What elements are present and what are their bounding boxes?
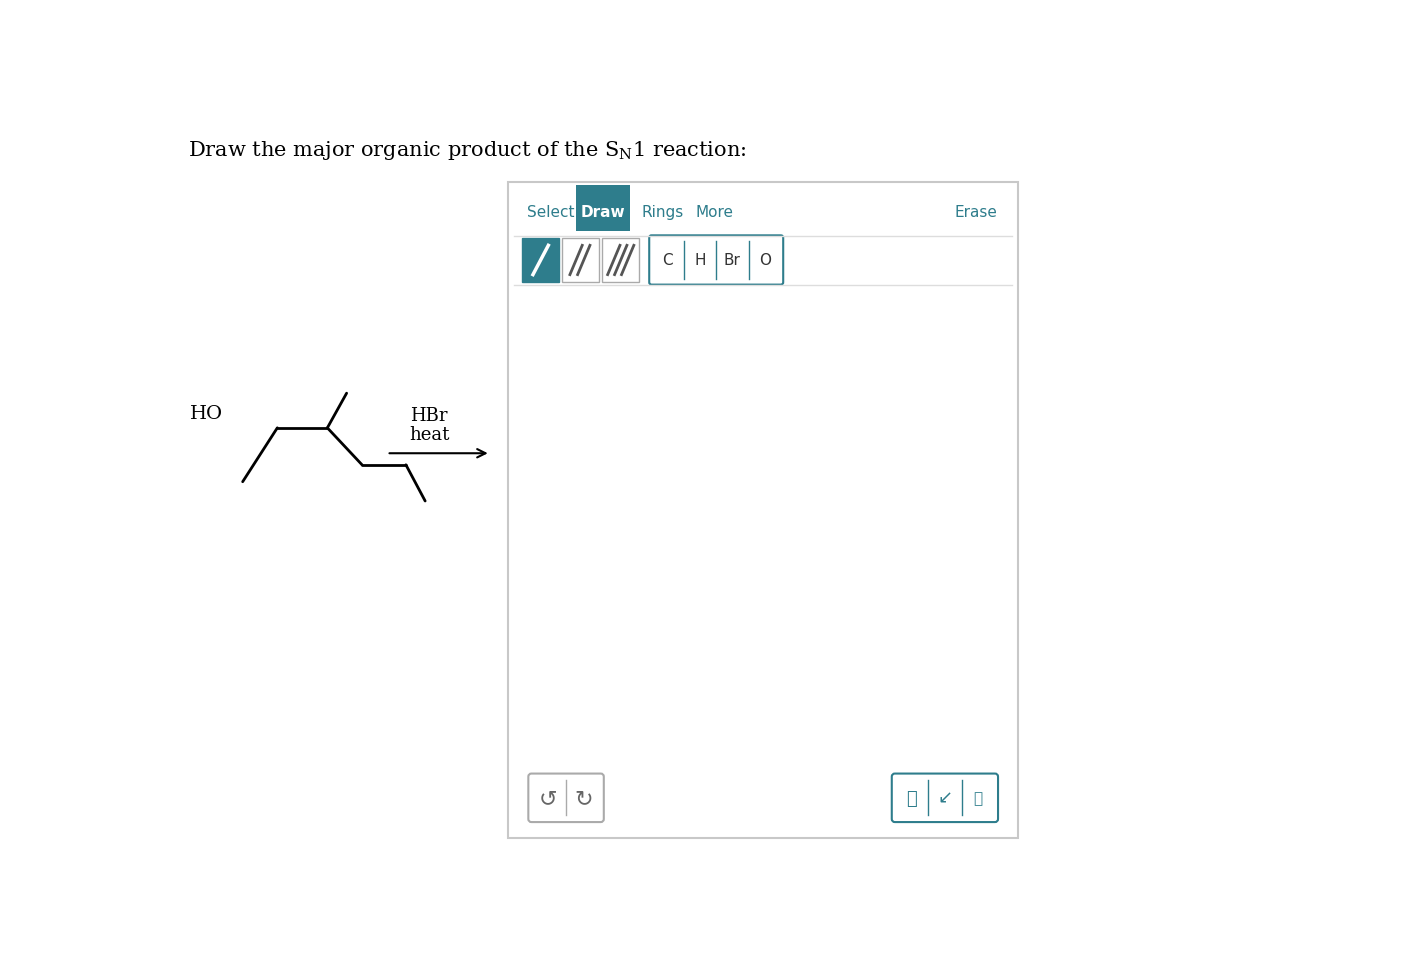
Text: Draw: Draw <box>580 205 625 220</box>
Text: 🔍: 🔍 <box>974 791 983 805</box>
Text: C: C <box>662 253 673 268</box>
Bar <box>509 183 1018 838</box>
Text: H: H <box>694 253 705 268</box>
Text: Erase: Erase <box>955 205 997 220</box>
Text: HO: HO <box>189 405 223 423</box>
Bar <box>576 186 629 233</box>
FancyBboxPatch shape <box>529 774 604 823</box>
Bar <box>562 238 599 283</box>
Text: 🔍: 🔍 <box>906 789 917 807</box>
Text: ↙: ↙ <box>938 789 952 807</box>
Text: Select: Select <box>527 205 575 220</box>
Text: Draw the major organic product of the $\mathregular{S_N}$1 reaction:: Draw the major organic product of the $\… <box>188 138 746 161</box>
Bar <box>603 238 639 283</box>
Text: More: More <box>695 205 733 220</box>
Text: ↺: ↺ <box>538 788 558 808</box>
Bar <box>522 238 559 283</box>
Text: heat: heat <box>409 426 449 444</box>
Text: Rings: Rings <box>641 205 683 220</box>
Text: ↻: ↻ <box>575 788 593 808</box>
Text: HBr: HBr <box>411 407 447 425</box>
Text: O: O <box>758 253 771 268</box>
FancyBboxPatch shape <box>892 774 998 823</box>
Text: Br: Br <box>723 253 740 268</box>
FancyBboxPatch shape <box>649 236 784 285</box>
